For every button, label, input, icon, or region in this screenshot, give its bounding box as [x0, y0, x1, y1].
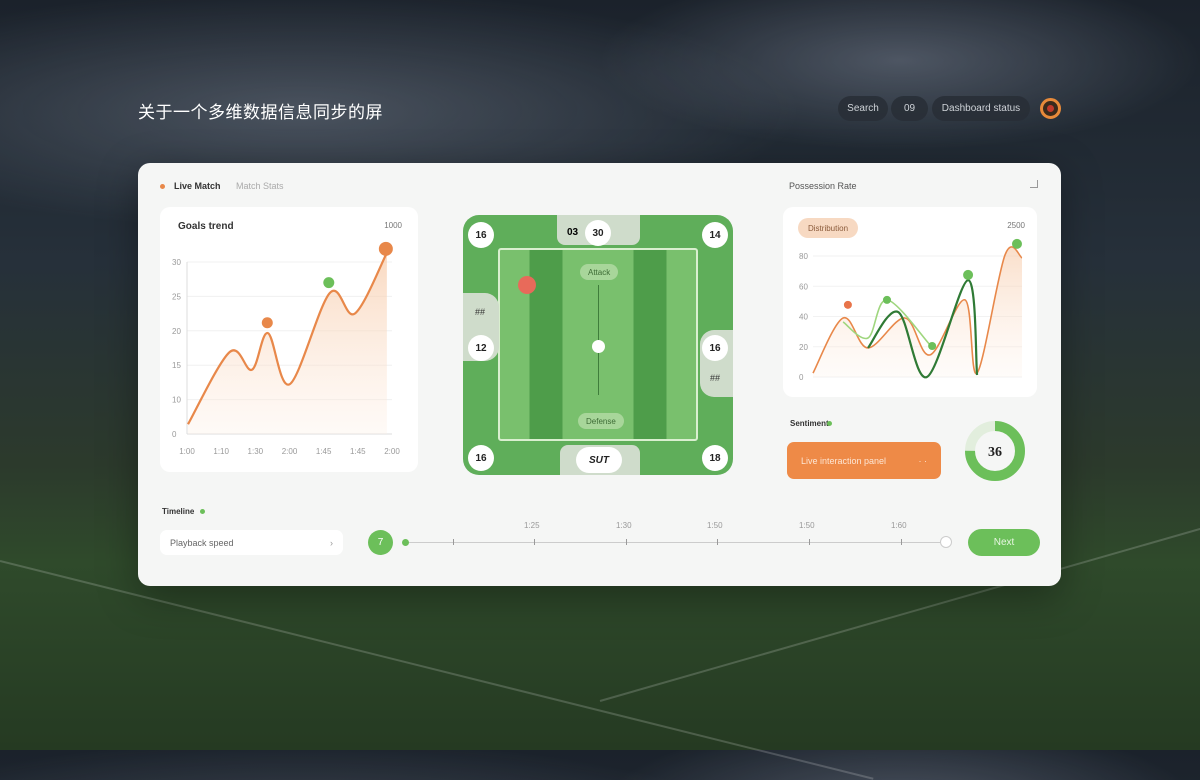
timeline-tick[interactable]	[717, 539, 718, 545]
timeline-tick-label: 1:50	[707, 521, 723, 530]
area-fill	[188, 252, 387, 434]
chart-title: Goals trend	[178, 221, 234, 232]
distribution-chart-card: Distribution 2500 0 20 40 60 80	[783, 207, 1037, 397]
timeline-tick[interactable]	[901, 539, 902, 545]
timeline-tick-label: 1:50	[799, 521, 815, 530]
left-badge[interactable]: 12	[468, 335, 494, 361]
data-marker	[882, 295, 891, 304]
data-marker	[261, 317, 273, 329]
x-tick-label: 1:10	[213, 447, 229, 456]
timeline-tick-label: 1:25	[524, 521, 540, 530]
x-tick-label: 1:45	[316, 447, 332, 456]
goals-chart: 0 10 15 20 25 30 1:00 1:10 1:30 2:00 1:45 1:45 2:00	[172, 241, 400, 456]
y-tick-label: 40	[799, 313, 808, 322]
chevron-right-icon: ›	[330, 537, 333, 548]
series-line	[842, 299, 931, 346]
chart-corner-value: 1000	[384, 221, 402, 230]
y-tick-label: 60	[799, 282, 808, 291]
data-marker	[928, 341, 937, 350]
live-interaction-button[interactable]: Live interaction panel · ·	[787, 442, 941, 479]
donut-arc	[965, 421, 1025, 481]
distribution-chart: 0 20 40 60 80	[799, 238, 1023, 382]
right-title: Possession Rate	[789, 181, 857, 191]
player-marker[interactable]	[518, 276, 536, 294]
playback-dropdown[interactable]: Playback speed ›	[160, 530, 343, 555]
ball-icon	[592, 340, 605, 353]
timeline-label: Timeline	[162, 507, 195, 516]
series-line	[812, 246, 1023, 374]
data-marker	[323, 277, 335, 289]
expand-icon[interactable]	[1030, 180, 1038, 188]
panel-title: Live Match	[174, 181, 221, 191]
x-tick-label: 2:00	[282, 447, 298, 456]
sentiment-donut: 36	[965, 421, 1025, 481]
distribution-tag[interactable]: Distribution	[798, 218, 859, 238]
data-marker	[378, 241, 393, 256]
status-dot-icon	[827, 421, 832, 426]
status-pill[interactable]: Dashboard status	[932, 96, 1030, 121]
field-line	[0, 560, 874, 780]
defense-label: Defense	[578, 413, 624, 429]
y-tick-label: 10	[172, 396, 181, 405]
y-tick-label: 0	[172, 430, 177, 439]
area-fill	[813, 246, 1022, 377]
more-icon: · ·	[918, 455, 928, 466]
x-tick-label: 1:45	[350, 447, 366, 456]
donut-value: 36	[988, 445, 1002, 460]
x-tick-label: 2:00	[384, 447, 400, 456]
series-line	[187, 252, 388, 425]
y-tick-label: 0	[799, 373, 804, 382]
dashboard-panel: Live Match Match Stats Possession Rate G…	[138, 163, 1061, 586]
y-tick-label: 25	[172, 292, 181, 301]
next-button[interactable]: Next	[968, 529, 1040, 556]
timeline-tick-label: 1:30	[616, 521, 632, 530]
y-tick-label: 20	[799, 343, 808, 352]
left-side-label: ##	[475, 307, 486, 317]
panel-subtitle: Match Stats	[236, 181, 284, 191]
right-badge[interactable]: 16	[702, 335, 728, 361]
top-badge[interactable]: 30	[585, 220, 611, 246]
top-label: 03	[567, 227, 579, 238]
y-tick-label: 20	[172, 327, 181, 336]
corner-badge[interactable]: 16	[468, 445, 494, 471]
step-badge[interactable]: 7	[368, 530, 393, 555]
status-dot-icon	[200, 509, 205, 514]
pitch: Attack Defense 03 30 16 14 16 18 12 16 #…	[463, 215, 733, 475]
dropdown-value: Playback speed	[170, 537, 234, 548]
count-pill[interactable]: 09	[891, 96, 928, 121]
goals-chart-card: Goals trend 1000 0 10 15 20 25 30 1:00 1:10 1:30…	[160, 207, 418, 472]
x-tick-label: 1:00	[179, 447, 195, 456]
search-pill[interactable]: Search	[838, 96, 888, 121]
data-marker	[963, 269, 974, 280]
right-side-label: ##	[710, 373, 721, 383]
button-label: Live interaction panel	[801, 455, 887, 466]
live-dot-icon	[160, 184, 165, 189]
target-icon[interactable]	[1040, 98, 1061, 119]
bottom-badge[interactable]: SUT	[576, 447, 622, 473]
timeline-track[interactable]	[405, 542, 945, 543]
x-tick-label: 1:30	[248, 447, 264, 456]
chart-corner-value: 2500	[1007, 221, 1025, 230]
y-tick-label: 15	[172, 361, 181, 370]
corner-badge[interactable]: 18	[702, 445, 728, 471]
corner-badge[interactable]: 16	[468, 222, 494, 248]
y-tick-label: 80	[799, 252, 808, 261]
y-tick-label: 30	[172, 258, 181, 267]
sentiment-label: Sentiment	[790, 419, 829, 428]
attack-label: Attack	[580, 264, 619, 280]
page-title: 关于一个多维数据信息同步的屏	[138, 103, 383, 122]
timeline-tick[interactable]	[453, 539, 454, 545]
timeline-tick-label: 1:60	[891, 521, 907, 530]
timeline-tick[interactable]	[809, 539, 810, 545]
data-marker	[1011, 238, 1022, 249]
timeline-end-icon[interactable]	[940, 536, 952, 548]
timeline-tick[interactable]	[534, 539, 535, 545]
timeline-tick[interactable]	[626, 539, 627, 545]
corner-badge[interactable]: 14	[702, 222, 728, 248]
data-marker	[843, 300, 852, 309]
timeline-handle[interactable]	[402, 539, 409, 546]
series-line	[867, 279, 979, 379]
